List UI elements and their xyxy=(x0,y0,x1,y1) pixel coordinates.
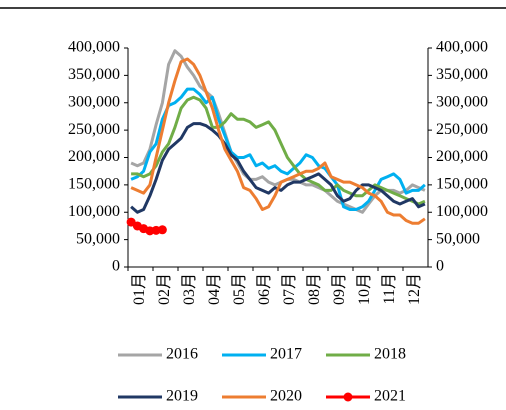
legend-label: 2019 xyxy=(166,388,198,405)
y2-tick-label: 200,000 xyxy=(436,148,488,165)
series-line xyxy=(131,95,426,206)
x-tick-label: 07月 xyxy=(281,273,298,305)
y-tick-label: 50,000 xyxy=(76,230,120,247)
legend-label: 2017 xyxy=(270,346,302,363)
y-tick-label: 200,000 xyxy=(68,148,120,165)
legend-label: 2016 xyxy=(166,346,198,363)
series-line xyxy=(130,57,426,225)
y2-tick-label: 50,000 xyxy=(436,230,480,247)
legend-label: 2021 xyxy=(374,388,406,405)
series-marker xyxy=(157,225,167,235)
x-tick-label: 06月 xyxy=(256,273,273,305)
y2-tick-label: 350,000 xyxy=(436,66,488,83)
x-tick-label: 10月 xyxy=(356,273,373,305)
y-tick-label: 400,000 xyxy=(68,39,120,56)
x-tick-label: 01月 xyxy=(131,273,148,305)
y2-tick-label: 0 xyxy=(436,258,444,275)
legend-marker xyxy=(343,392,353,402)
y-tick-label: 100,000 xyxy=(68,203,120,220)
y2-tick-label: 250,000 xyxy=(436,121,488,138)
y2-tick-label: 300,000 xyxy=(436,93,488,110)
y2-tick-label: 100,000 xyxy=(436,203,488,220)
x-tick-label: 02月 xyxy=(156,273,173,305)
x-tick-label: 09月 xyxy=(331,273,348,305)
y-tick-label: 350,000 xyxy=(68,66,120,83)
x-tick-label: 05月 xyxy=(231,273,248,305)
legend-label: 2018 xyxy=(374,346,406,363)
y-tick-label: 150,000 xyxy=(68,176,120,193)
legend-label: 2020 xyxy=(270,388,302,405)
x-tick-label: 04月 xyxy=(206,273,223,305)
x-tick-label: 03月 xyxy=(181,273,198,305)
y-tick-label: 0 xyxy=(112,258,120,275)
y2-tick-label: 400,000 xyxy=(436,39,488,56)
y-tick-label: 300,000 xyxy=(68,93,120,110)
x-tick-label: 12月 xyxy=(406,273,423,305)
x-tick-label: 11月 xyxy=(381,273,398,304)
x-tick-label: 08月 xyxy=(306,273,323,305)
y2-tick-label: 150,000 xyxy=(436,176,488,193)
y-tick-label: 250,000 xyxy=(68,121,120,138)
